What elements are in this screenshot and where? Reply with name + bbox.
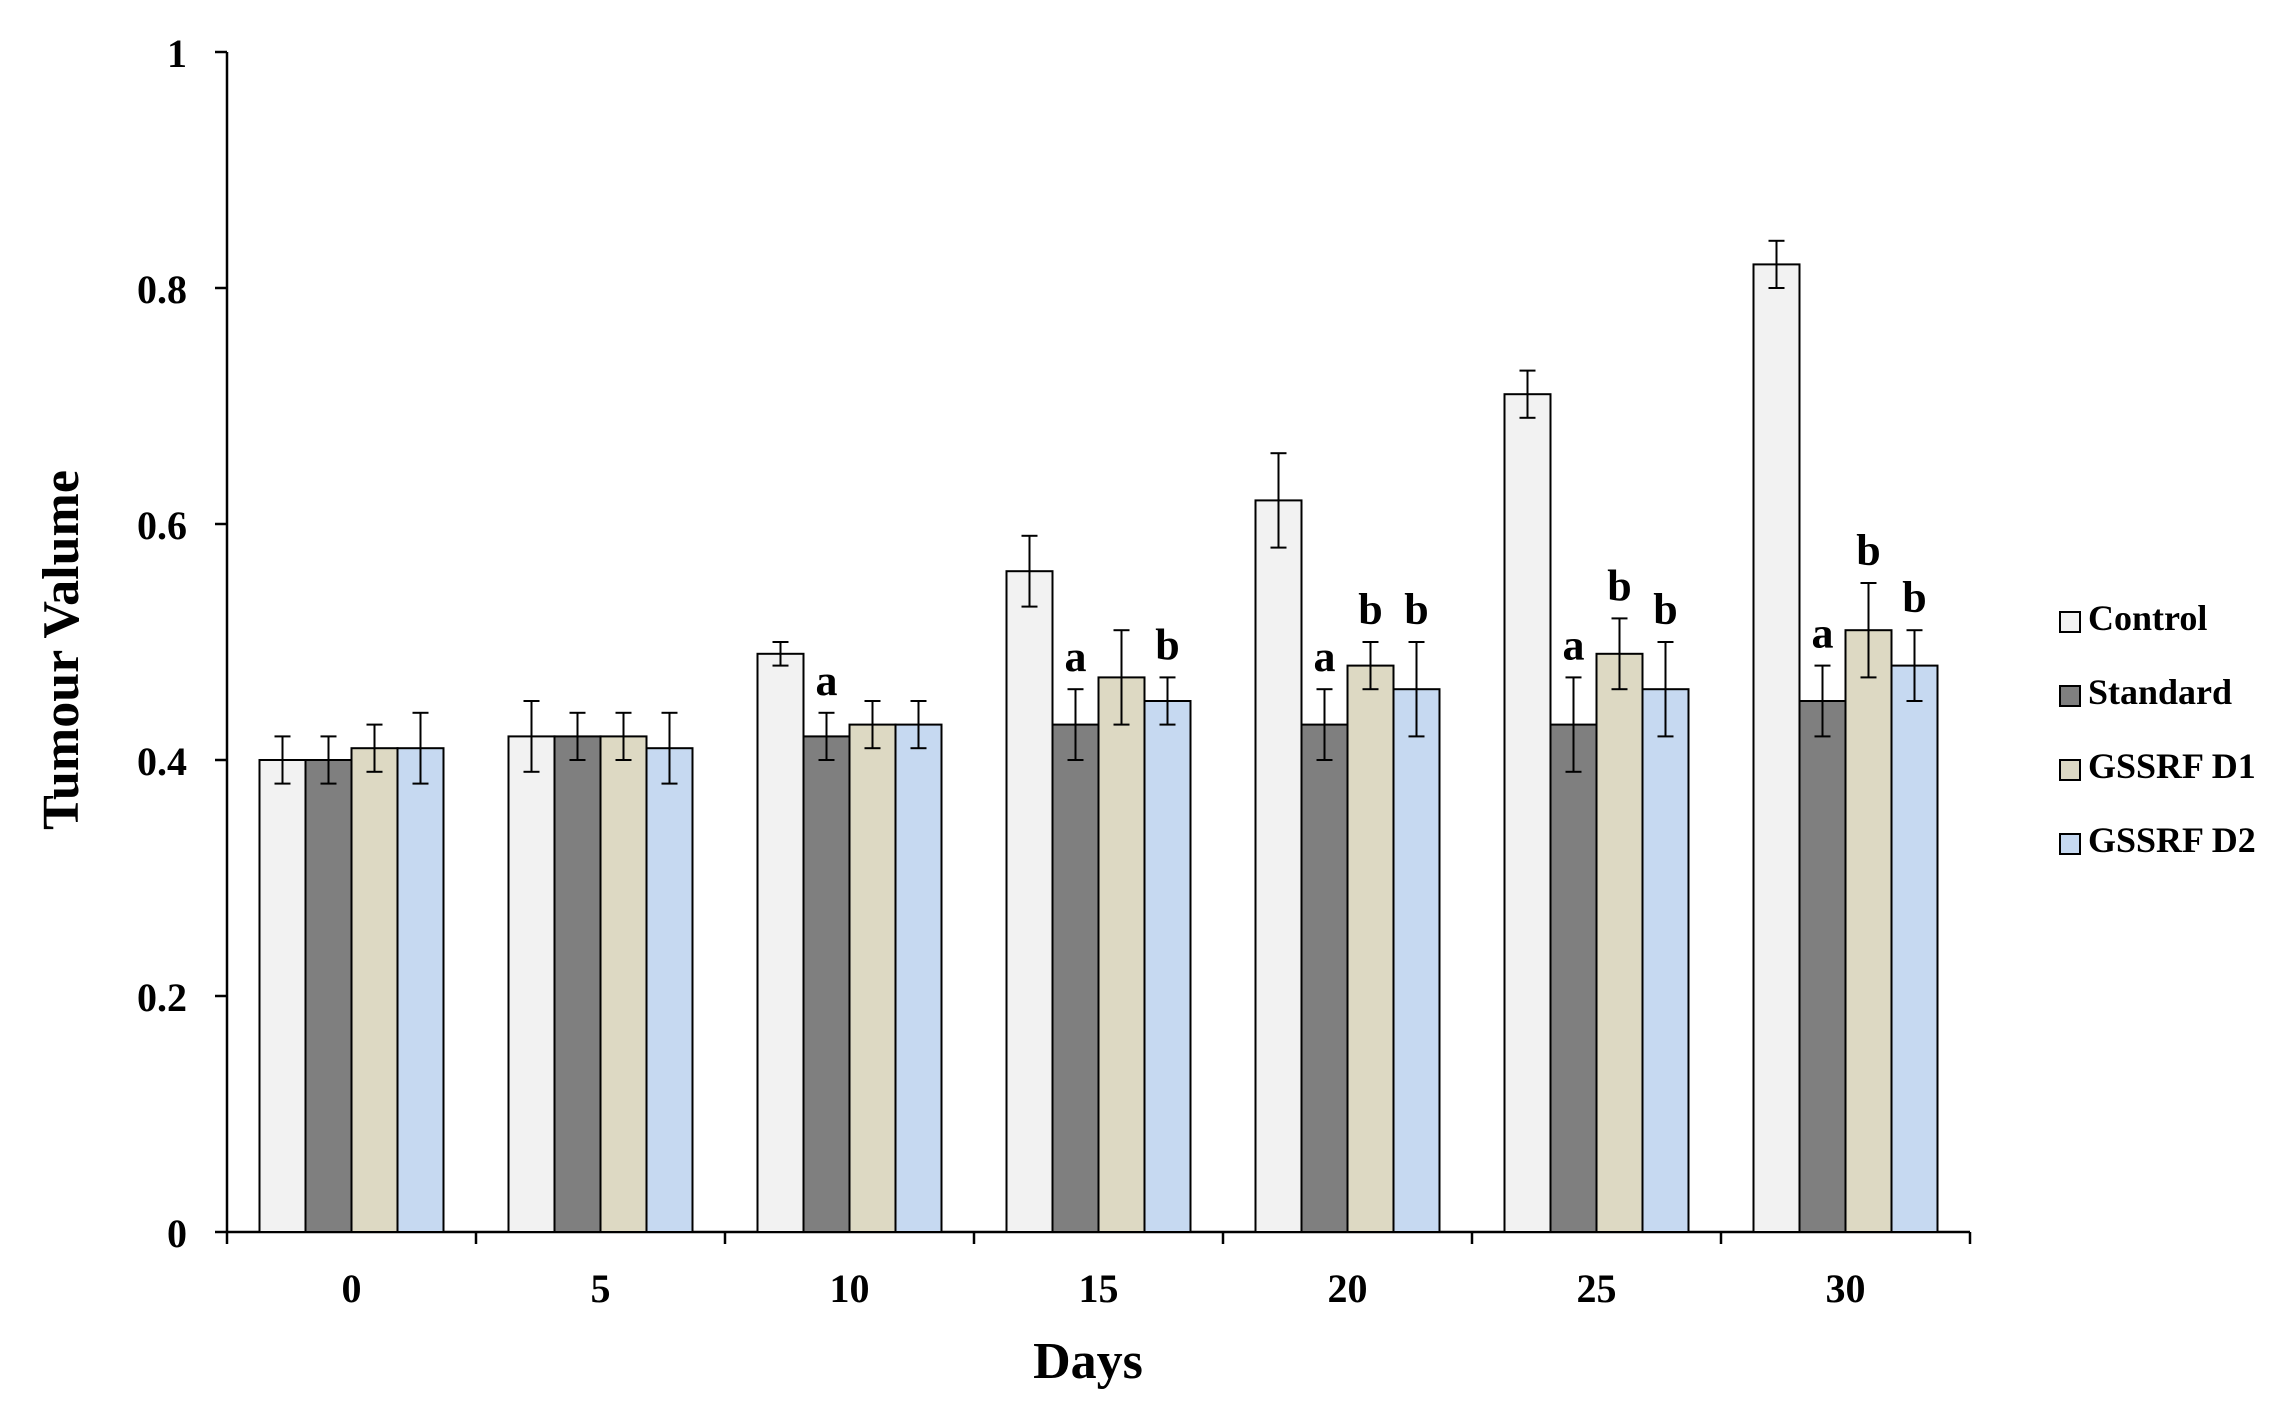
- bar: [1143, 700, 1192, 1233]
- legend-label: Control: [2088, 598, 2207, 638]
- bar: [304, 759, 353, 1233]
- significance-label: b: [1404, 585, 1428, 634]
- legend-label: Standard: [2088, 672, 2232, 712]
- y-tick-label: 0.8: [137, 267, 187, 312]
- x-tick-label: 25: [1577, 1266, 1617, 1311]
- bar: [1549, 723, 1598, 1233]
- bar: [802, 735, 851, 1234]
- bar: [396, 747, 445, 1233]
- bar: [1392, 688, 1441, 1233]
- bar: [1798, 700, 1847, 1233]
- legend: Control Standard GSSRF D1 GSSRF D2: [2059, 598, 2256, 860]
- legend-swatch: [2059, 759, 2081, 781]
- significance-label: b: [1653, 585, 1677, 634]
- bar: [756, 652, 805, 1233]
- significance-label: a: [816, 656, 838, 705]
- legend-swatch: [2059, 833, 2081, 855]
- significance-label: b: [1358, 585, 1382, 634]
- legend-label: GSSRF D1: [2088, 746, 2256, 786]
- significance-label: a: [1812, 609, 1834, 658]
- significance-label: b: [1155, 620, 1179, 669]
- significance-label: b: [1856, 526, 1880, 575]
- significance-label: b: [1902, 573, 1926, 622]
- bar: [1254, 499, 1303, 1233]
- y-axis-label: Tumour Valume: [33, 470, 90, 830]
- bar: [1097, 676, 1146, 1233]
- bar: [507, 735, 556, 1234]
- bar: [1300, 723, 1349, 1233]
- significance-label: a: [1065, 632, 1087, 681]
- x-tick-label: 5: [591, 1266, 611, 1311]
- legend-label: GSSRF D2: [2088, 820, 2256, 860]
- significance-label: a: [1314, 632, 1336, 681]
- bar: [553, 735, 602, 1234]
- bar: [599, 735, 648, 1234]
- significance-label: a: [1563, 620, 1585, 669]
- bar: [894, 723, 943, 1233]
- bar: [1005, 570, 1054, 1233]
- x-axis-label: Days: [1033, 1333, 1143, 1390]
- legend-swatch: [2059, 685, 2081, 707]
- y-tick-label: 0: [167, 1211, 187, 1256]
- legend-swatch: [2059, 611, 2081, 633]
- x-tick-label: 0: [342, 1266, 362, 1311]
- y-tick-label: 1: [167, 31, 187, 76]
- bar: [258, 759, 307, 1233]
- bar: [1752, 263, 1801, 1233]
- bar: [1595, 652, 1644, 1233]
- bar: [350, 747, 399, 1233]
- bar: [645, 747, 694, 1233]
- x-tick-label: 15: [1079, 1266, 1119, 1311]
- bar: [1503, 393, 1552, 1233]
- x-tick-label: 30: [1826, 1266, 1866, 1311]
- x-tick-label: 10: [830, 1266, 870, 1311]
- y-tick-label: 0.4: [137, 739, 187, 784]
- bar: [1641, 688, 1690, 1233]
- y-tick-label: 0.6: [137, 503, 187, 548]
- bar: [1890, 664, 1939, 1233]
- significance-label: b: [1607, 561, 1631, 610]
- bar: [1844, 629, 1893, 1233]
- bar: [1051, 723, 1100, 1233]
- y-tick-label: 0.2: [137, 975, 187, 1020]
- x-tick-label: 20: [1328, 1266, 1368, 1311]
- bar: [848, 723, 897, 1233]
- bar: [1346, 664, 1395, 1233]
